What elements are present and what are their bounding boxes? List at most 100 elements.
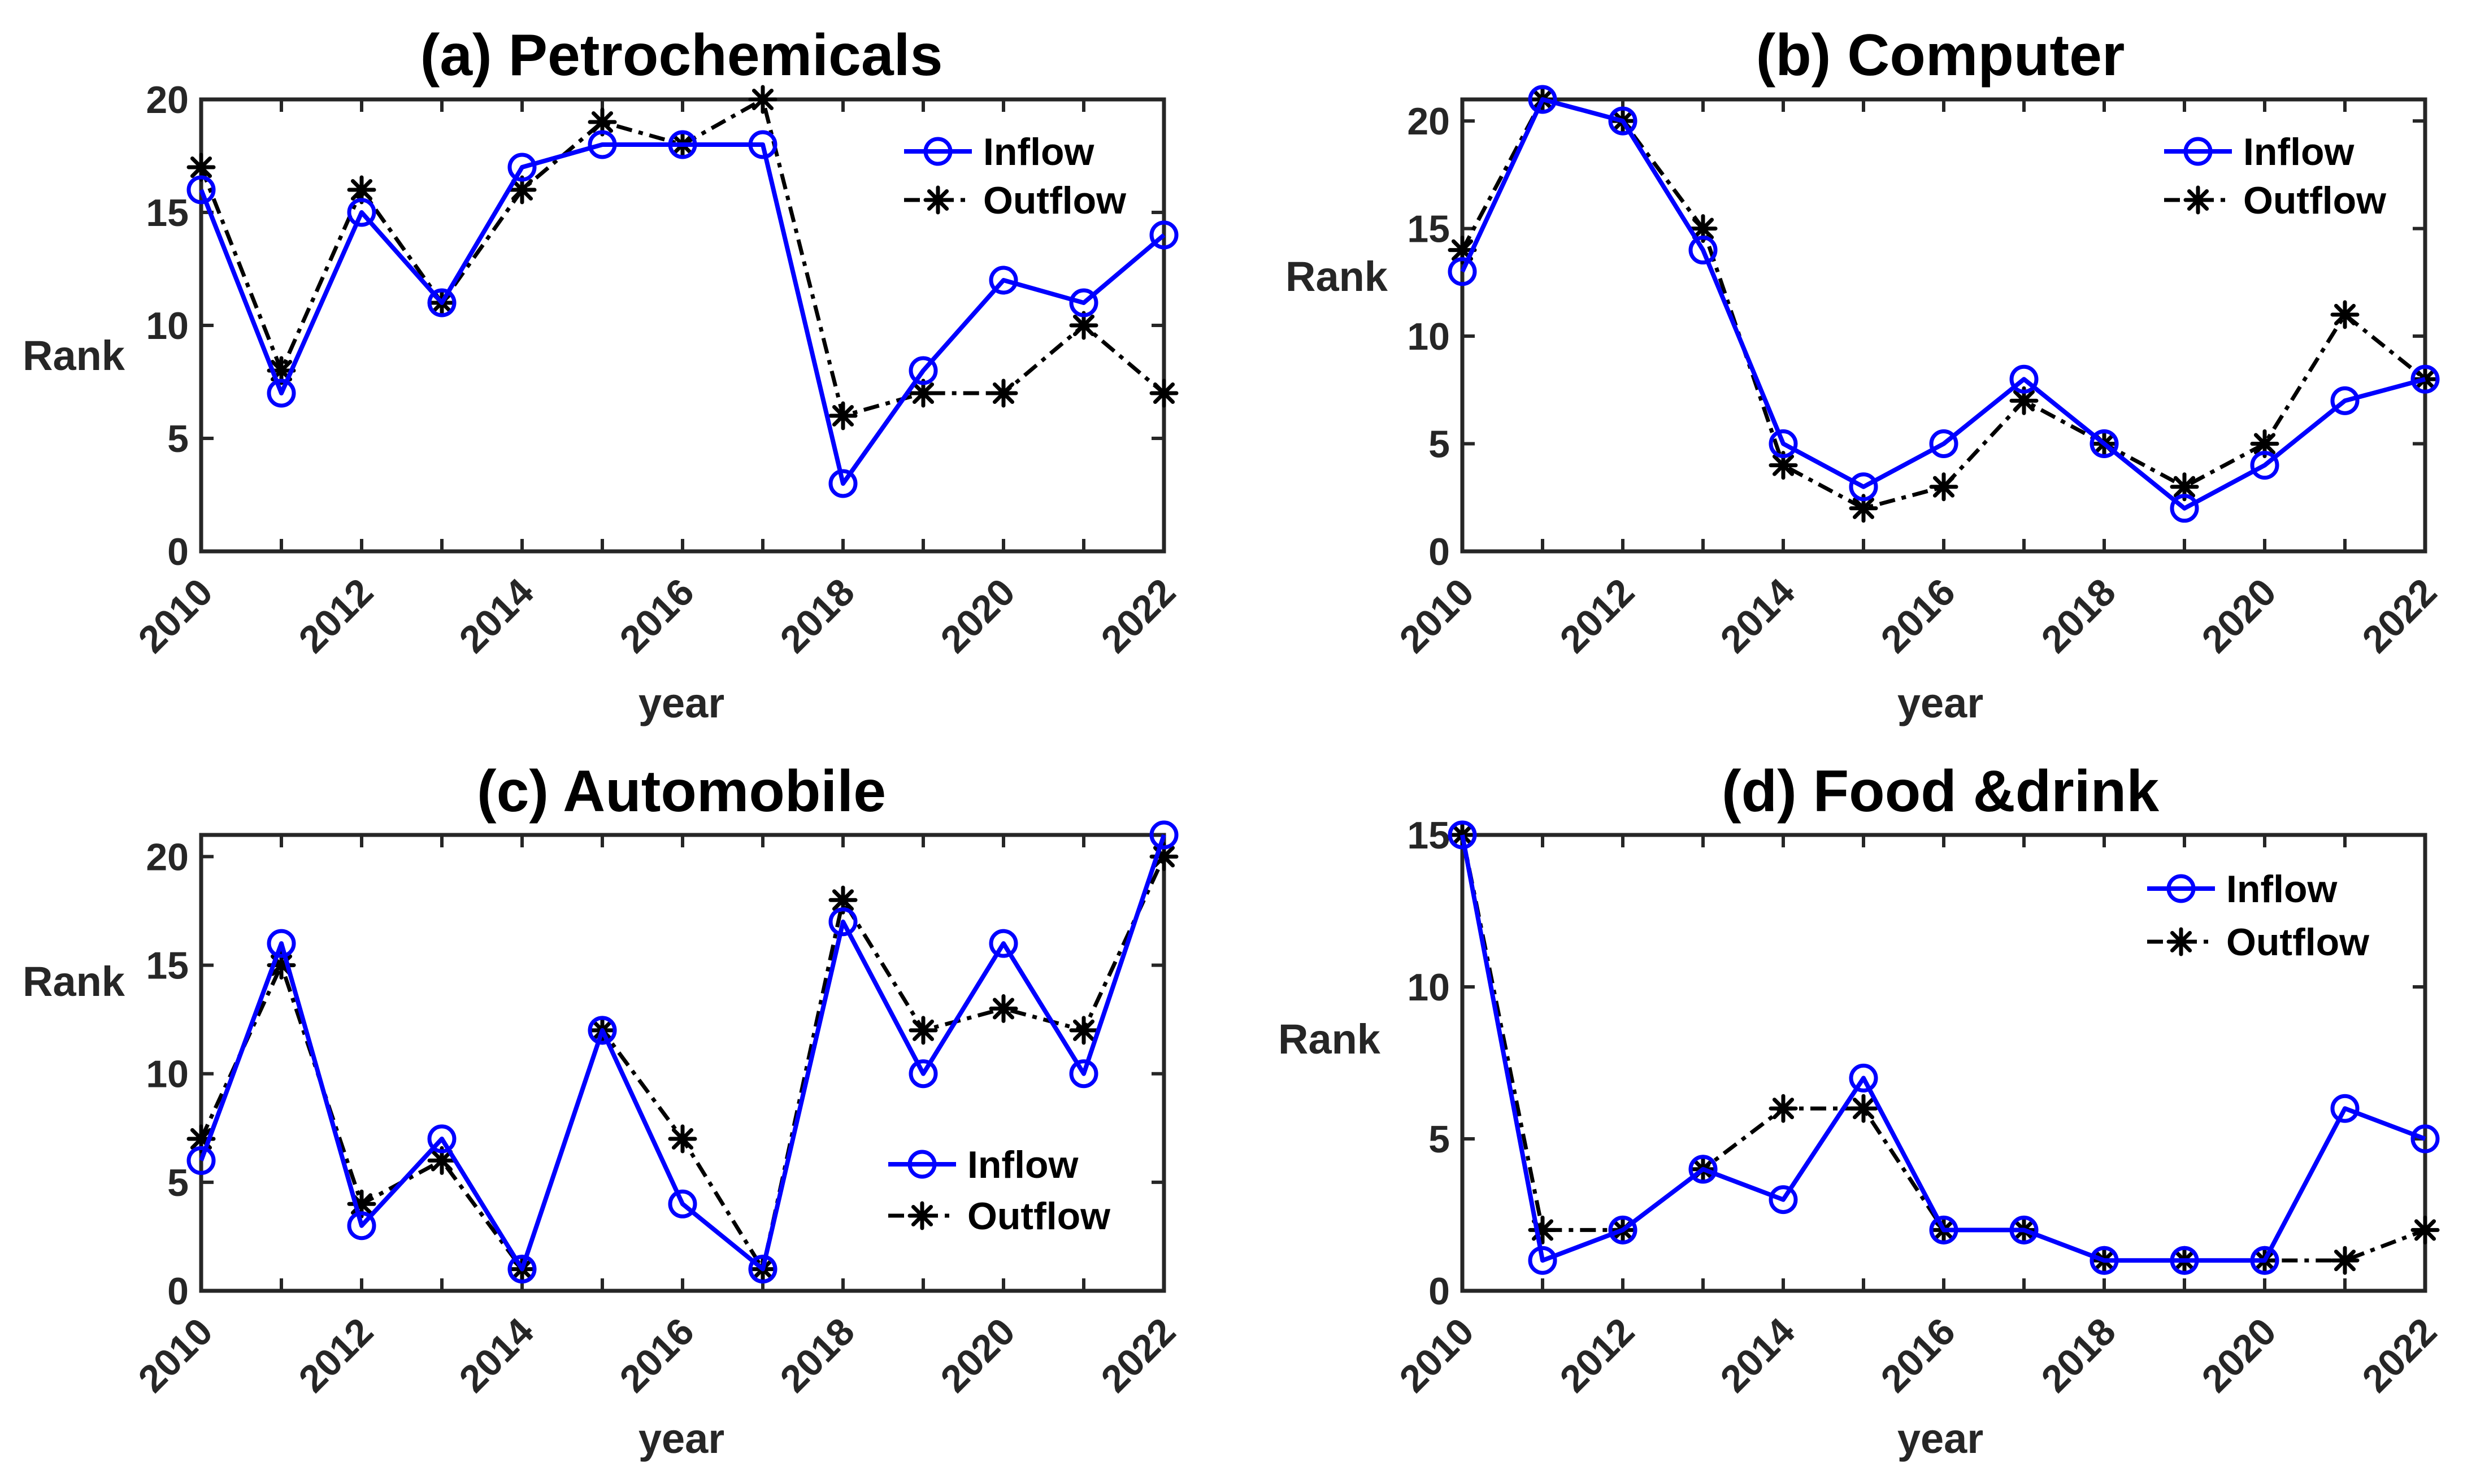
- data-point: [748, 130, 777, 159]
- data-point: [748, 85, 777, 114]
- y-tick-label: 0: [167, 1270, 189, 1313]
- legend-item-outflow: Outflow: [2147, 921, 2370, 964]
- data-point: [1929, 1215, 1958, 1244]
- data-point: [427, 1124, 457, 1154]
- data-point: [427, 288, 457, 317]
- y-axis: 0 5 10 15 20: [146, 835, 1164, 1313]
- data-point: [1528, 85, 1557, 114]
- legend-item-outflow: Outflow: [904, 179, 1127, 222]
- y-tick-label: 5: [167, 417, 189, 460]
- chart-title: (a) Petrochemicals: [420, 23, 943, 88]
- legend: Inflow Outflow: [888, 1143, 1111, 1238]
- legend-label-inflow: Inflow: [2226, 868, 2338, 911]
- legend: Inflow Outflow: [2147, 868, 2370, 964]
- legend-label-inflow: Inflow: [2243, 130, 2355, 173]
- data-point: [909, 378, 938, 408]
- data-point: [2090, 1246, 2119, 1275]
- data-point: [909, 1016, 938, 1045]
- data-point: [2170, 494, 2199, 523]
- y-tick-label: 20: [1407, 100, 1450, 143]
- series-line: [199, 834, 1166, 1272]
- y-tick-label: 5: [1428, 1118, 1450, 1161]
- data-point: [828, 885, 858, 915]
- asterisk-marker-icon: [923, 185, 953, 215]
- y-tick-label: 5: [1428, 423, 1450, 466]
- data-point: [2330, 300, 2360, 329]
- data-point: [1688, 1155, 1718, 1184]
- data-point: [668, 130, 697, 159]
- series-line: [1460, 97, 2426, 511]
- legend-label-outflow: Outflow: [967, 1195, 1111, 1238]
- data-point: [668, 1124, 697, 1154]
- data-point: [507, 1255, 537, 1284]
- y-axis: 0 5 10 15 20: [1407, 100, 2425, 573]
- data-point: [1849, 472, 1878, 502]
- data-point: [2009, 364, 2039, 394]
- y-tick-label: 0: [1428, 530, 1450, 573]
- data-point: [1688, 214, 1718, 243]
- legend: Inflow Outflow: [2164, 130, 2387, 222]
- data-point: [186, 153, 216, 182]
- y-tick-label: 10: [1407, 966, 1450, 1009]
- data-point: [427, 1146, 457, 1175]
- legend-label-outflow: Outflow: [983, 179, 1127, 222]
- data-point: [909, 1059, 938, 1089]
- data-point: [2090, 429, 2119, 459]
- chart-title: (d) Food &drink: [1722, 759, 2159, 824]
- data-point: [1608, 1215, 1637, 1244]
- y-axis-label: Rank: [1278, 1016, 1381, 1063]
- y-axis: 0 5 10 15: [1407, 814, 2425, 1313]
- data-point: [1769, 1094, 1798, 1123]
- data-point: [267, 378, 296, 408]
- asterisk-marker-icon: [2183, 185, 2213, 215]
- data-point: [347, 1211, 376, 1241]
- legend-label-outflow: Outflow: [2226, 921, 2370, 964]
- data-point: [1849, 1094, 1878, 1123]
- data-point: [1448, 257, 1477, 286]
- legend-item-inflow: Inflow: [2164, 130, 2355, 173]
- legend-label-inflow: Inflow: [967, 1143, 1079, 1186]
- legend-item-inflow: Inflow: [2147, 868, 2338, 911]
- legend-item-inflow: Inflow: [888, 1143, 1079, 1186]
- data-point: [989, 378, 1018, 408]
- data-point: [1149, 820, 1179, 850]
- series-inflow: [186, 820, 1179, 1284]
- data-point: [588, 1016, 617, 1045]
- asterisk-marker-icon: [2166, 927, 2196, 956]
- legend-item-outflow: Outflow: [2164, 179, 2387, 222]
- data-point: [1069, 288, 1098, 317]
- data-point: [1448, 820, 1477, 850]
- legend-label-inflow: Inflow: [983, 130, 1095, 173]
- series-line: [199, 142, 1166, 486]
- data-point: [668, 1189, 697, 1218]
- data-point: [2330, 1094, 2360, 1123]
- y-tick-label: 20: [146, 835, 189, 878]
- chart-title: (b) Computer: [1756, 23, 2125, 88]
- data-point: [989, 266, 1018, 295]
- data-point: [507, 153, 537, 182]
- legend-item-inflow: Inflow: [904, 130, 1095, 173]
- legend-item-outflow: Outflow: [888, 1195, 1111, 1238]
- y-tick-label: 15: [146, 945, 189, 987]
- series-inflow: [186, 130, 1179, 498]
- data-point: [989, 994, 1018, 1023]
- y-tick-label: 10: [146, 1053, 189, 1096]
- data-point: [1608, 106, 1637, 136]
- y-axis-label: Rank: [23, 332, 125, 379]
- y-tick-label: 0: [1428, 1270, 1450, 1313]
- x-axis-label: year: [638, 680, 724, 726]
- y-tick-label: 20: [146, 79, 189, 121]
- data-point: [1069, 1016, 1098, 1045]
- chart-title: (c) Automobile: [477, 759, 886, 824]
- data-point: [1929, 429, 1958, 459]
- data-point: [1849, 1063, 1878, 1093]
- data-point: [828, 907, 858, 937]
- y-tick-label: 5: [167, 1161, 189, 1204]
- data-point: [2250, 451, 2279, 480]
- series-inflow: [1448, 820, 2440, 1275]
- data-point: [2410, 364, 2440, 394]
- data-point: [748, 1255, 777, 1284]
- data-point: [1688, 236, 1718, 265]
- data-point: [1149, 220, 1179, 250]
